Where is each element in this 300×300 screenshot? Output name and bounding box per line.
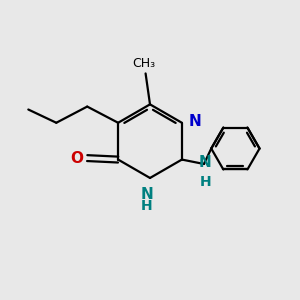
Text: N: N xyxy=(188,114,201,129)
Text: H: H xyxy=(141,199,153,213)
Text: N: N xyxy=(141,188,153,202)
Text: H: H xyxy=(200,175,211,189)
Text: CH₃: CH₃ xyxy=(133,57,156,70)
Text: N: N xyxy=(199,155,212,170)
Text: O: O xyxy=(71,151,84,166)
